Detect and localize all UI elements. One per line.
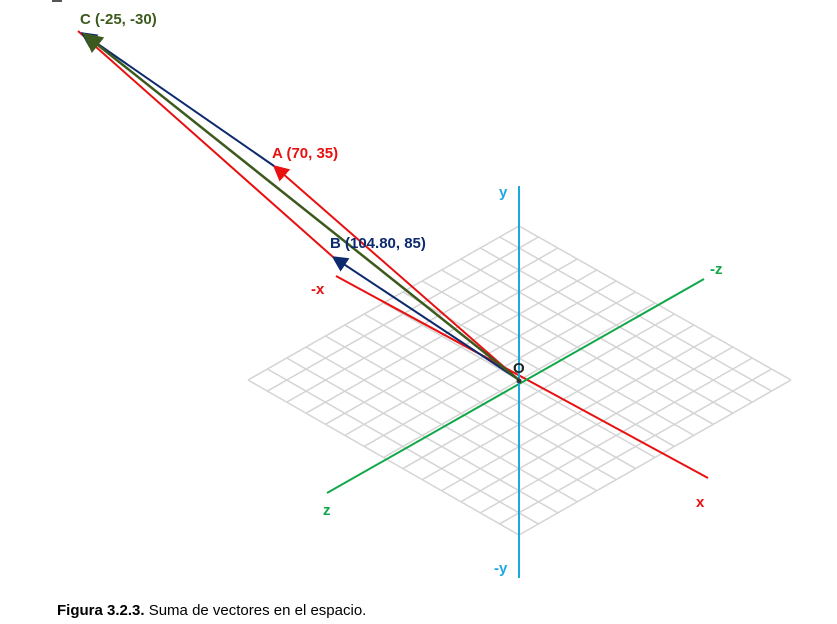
z-axis-line <box>326 278 705 494</box>
neg-z-axis-label: -z <box>710 261 723 278</box>
grid-line <box>305 346 578 503</box>
grid-line <box>421 324 695 481</box>
vector-c-line <box>82 32 520 381</box>
grid-line <box>402 313 675 470</box>
corner-mark <box>52 0 62 2</box>
x-axis-line <box>335 275 709 479</box>
vector-b-line <box>331 256 520 381</box>
vector-a-label: A (70, 35) <box>272 145 338 162</box>
neg-x-axis-label: -x <box>311 281 325 298</box>
vector-b-shifted-line <box>80 32 275 167</box>
grid-line <box>479 357 753 514</box>
caption-text: Suma de vectores en el espacio. <box>144 602 367 619</box>
grid-line <box>441 335 714 492</box>
z-axis-label: z <box>323 502 331 519</box>
caption-number: Figura 3.2.3. <box>57 602 145 619</box>
origin-point <box>516 378 522 384</box>
vector-b-label: B (104.80, 85) <box>330 235 426 252</box>
grid-line <box>460 346 734 503</box>
grid-line <box>344 324 617 481</box>
grid-line <box>499 368 772 525</box>
x-axis-label: x <box>696 494 705 511</box>
vector-c-label: C (-25, -30) <box>80 11 157 28</box>
vector-a-line <box>272 164 520 381</box>
origin-label: O <box>513 360 525 377</box>
grid-line <box>286 357 559 514</box>
grid-line <box>247 379 520 536</box>
vector-a-shifted-line <box>77 30 334 258</box>
grid-line <box>518 379 792 536</box>
grid-line <box>363 313 636 470</box>
neg-y-axis-label: -y <box>494 560 508 577</box>
y-axis-label: y <box>499 184 508 201</box>
grid-line <box>266 368 539 525</box>
figure-caption: Figura 3.2.3. Suma de vectores en el esp… <box>57 602 366 619</box>
grid-line <box>325 335 598 492</box>
